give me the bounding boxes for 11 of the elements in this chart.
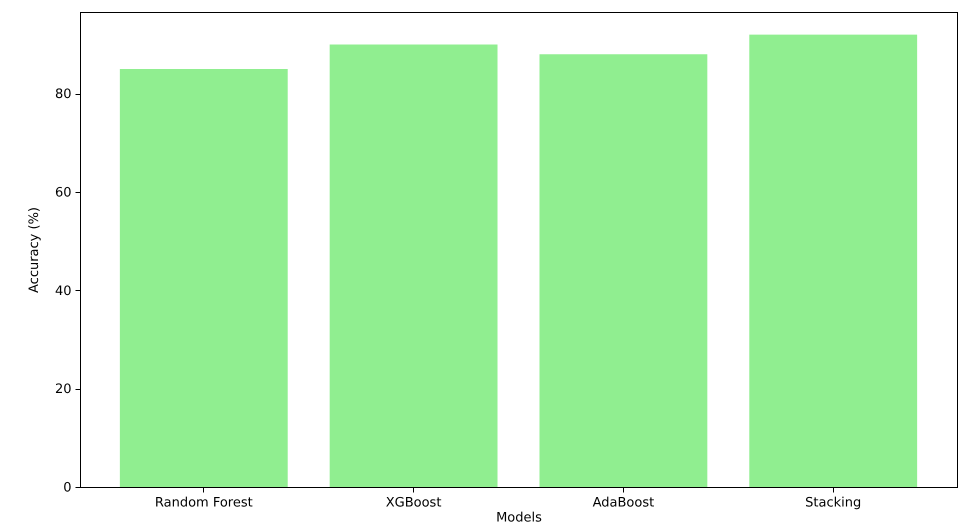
y-tick-label: 80 <box>54 87 72 102</box>
y-tick-label: 0 <box>63 480 72 496</box>
x-tick-label: Stacking <box>805 496 862 510</box>
y-tick-label: 20 <box>54 382 72 398</box>
x-axis-title: Models <box>496 510 542 526</box>
x-tick-label: XGBoost <box>386 496 442 510</box>
x-tick-label: AdaBoost <box>592 496 654 510</box>
y-tick-label: 60 <box>54 185 72 200</box>
x-tick-label: Random Forest <box>154 496 253 510</box>
y-tick-label: 40 <box>54 284 72 299</box>
y-axis-title: Accuracy (%) <box>26 207 42 293</box>
